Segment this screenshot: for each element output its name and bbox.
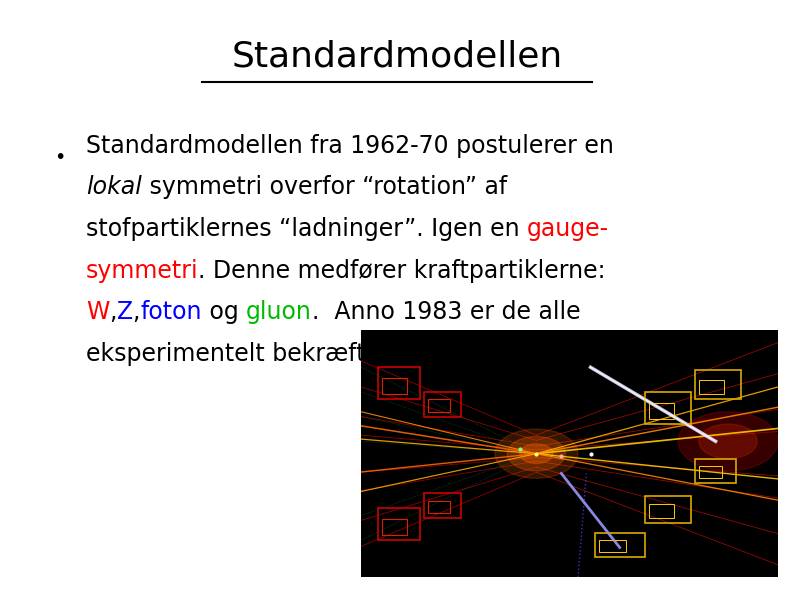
Text: og: og (202, 300, 246, 324)
Bar (382, 378, 407, 394)
Text: .  Anno 1983 er de alle: . Anno 1983 er de alle (311, 300, 580, 324)
Bar (382, 519, 407, 535)
Text: gluon: gluon (246, 300, 311, 324)
Polygon shape (495, 429, 578, 478)
Bar (649, 403, 674, 419)
Text: •: • (54, 148, 65, 167)
Bar (645, 392, 691, 424)
Text: lokal: lokal (86, 176, 141, 199)
Bar (695, 459, 736, 483)
Text: ,: , (133, 300, 140, 324)
Text: symmetri overfor “rotation” af: symmetri overfor “rotation” af (141, 176, 507, 199)
Bar (424, 392, 461, 416)
Text: Standardmodellen: Standardmodellen (231, 39, 563, 74)
Bar (645, 496, 691, 523)
Bar (428, 399, 450, 412)
Bar (699, 380, 724, 394)
Bar (599, 540, 626, 552)
Circle shape (699, 424, 757, 459)
Bar (595, 533, 645, 558)
Text: Standardmodellen fra 1962-70 postulerer en: Standardmodellen fra 1962-70 postulerer … (86, 134, 614, 158)
Text: ,: , (109, 300, 117, 324)
Text: foton: foton (140, 300, 202, 324)
Bar (424, 493, 461, 518)
Text: eksperimentelt bekræftet:: eksperimentelt bekræftet: (86, 342, 397, 366)
Text: . Denne medfører kraftpartiklerne:: . Denne medfører kraftpartiklerne: (198, 259, 606, 283)
Polygon shape (520, 444, 553, 464)
Bar (378, 508, 419, 540)
Text: stofpartiklernes “ladninger”. Igen en: stofpartiklernes “ladninger”. Igen en (86, 217, 527, 241)
Polygon shape (507, 436, 565, 471)
Circle shape (678, 412, 778, 471)
Bar (428, 500, 450, 513)
Bar (649, 505, 674, 518)
Text: gauge-: gauge- (527, 217, 609, 241)
Bar (699, 466, 722, 478)
Text: symmetri: symmetri (86, 259, 198, 283)
Bar (695, 369, 741, 399)
Text: Z: Z (117, 300, 133, 324)
Text: W: W (86, 300, 109, 324)
Bar (378, 367, 419, 399)
